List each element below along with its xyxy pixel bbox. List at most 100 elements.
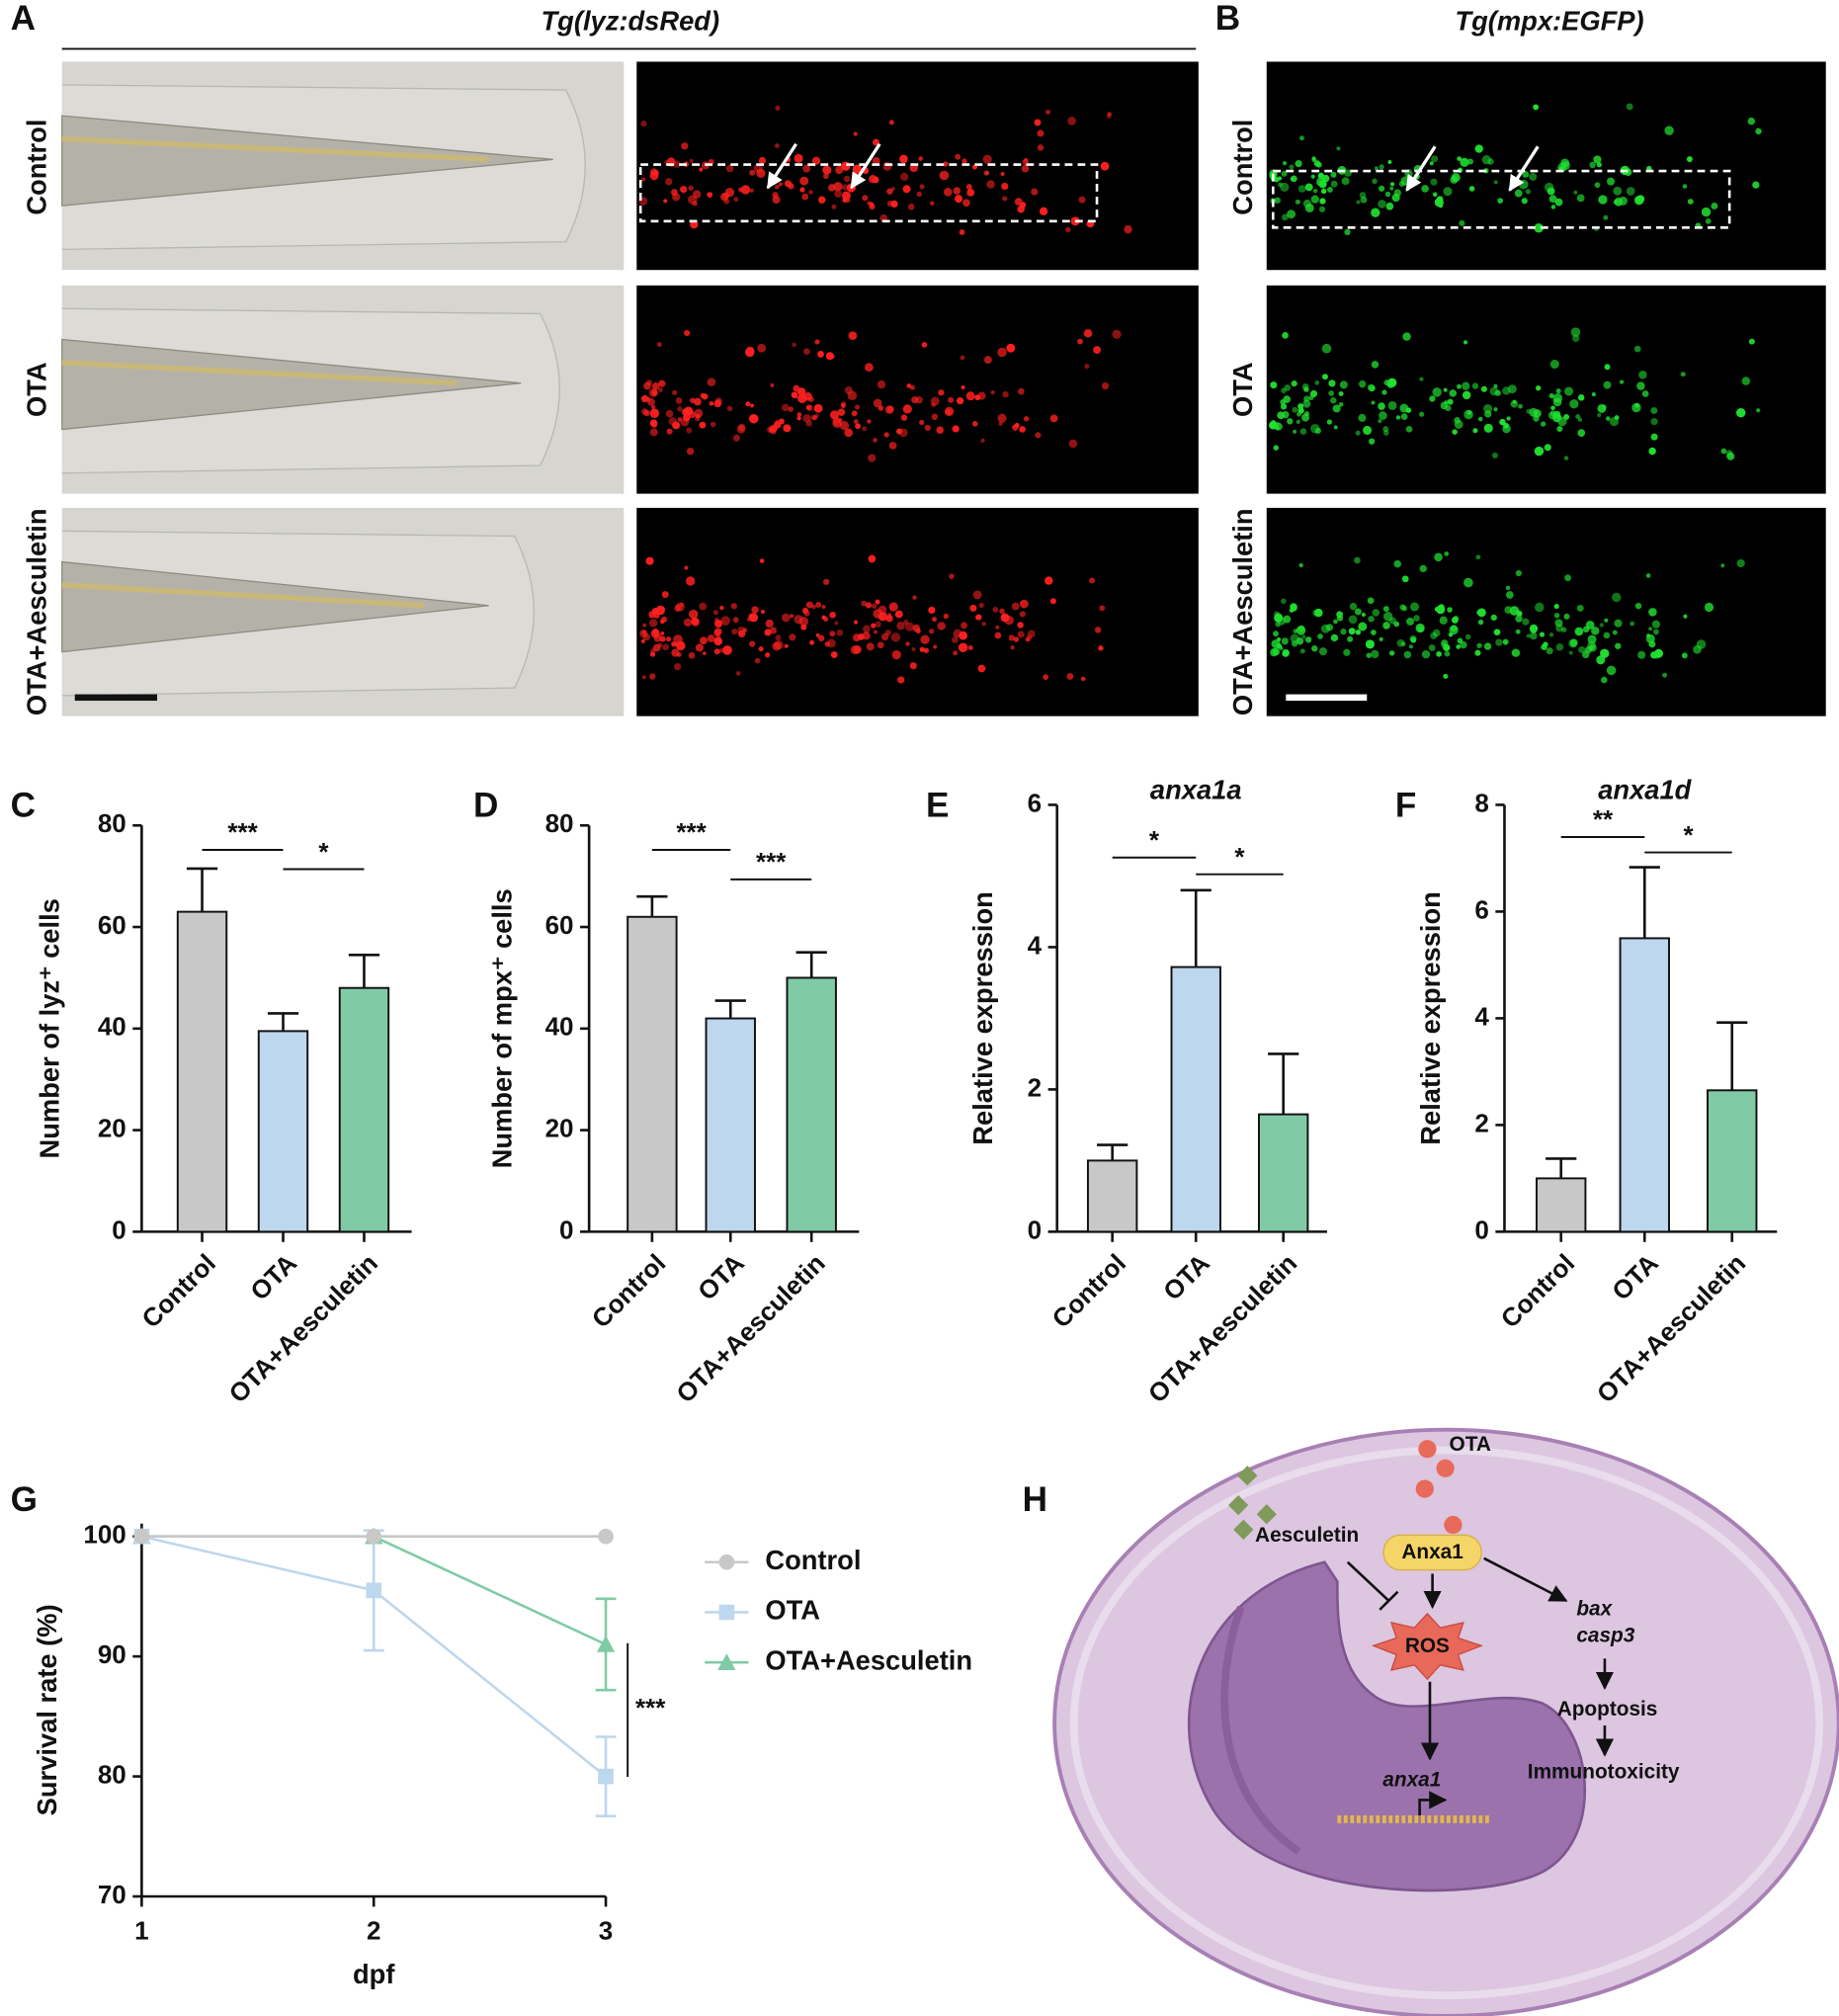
cell-dot	[1387, 400, 1397, 410]
cell-dot	[778, 418, 785, 425]
cell-dot	[1289, 164, 1295, 170]
y-tick-label: 2	[1474, 1108, 1488, 1137]
cell-dot	[1049, 598, 1056, 605]
cell-dot	[1477, 619, 1484, 626]
cell-dot	[1333, 425, 1338, 430]
cell-dot	[685, 576, 696, 586]
cell-dot	[1417, 627, 1424, 633]
cell-dot	[1493, 383, 1498, 388]
cell-dot	[1570, 327, 1581, 337]
cell-dot	[1098, 645, 1104, 651]
cell-dot	[1502, 424, 1511, 434]
cell-dot	[928, 606, 936, 615]
cell-dot	[759, 558, 765, 563]
cell-dot	[1348, 615, 1358, 625]
y-tick-label: 80	[545, 808, 574, 838]
cell-dot	[811, 604, 816, 610]
cell-dot	[723, 198, 730, 205]
cell-dot	[689, 158, 694, 163]
cell-dot	[722, 645, 732, 655]
cell-dot	[1011, 602, 1020, 611]
cell-dot	[1336, 615, 1344, 622]
cell-dot	[1356, 200, 1361, 205]
legend-label: OTA+Aesculetin	[765, 1644, 972, 1675]
diagram-label: anxa1	[1382, 1768, 1441, 1791]
aesculetin-molecule	[1228, 1494, 1249, 1516]
cell-dot	[877, 641, 884, 649]
cell-dot	[817, 351, 824, 358]
cell-dot	[1371, 400, 1376, 405]
cell-dot	[1274, 197, 1281, 204]
aesculetin-molecule	[1237, 1466, 1258, 1486]
cell-dot	[1636, 195, 1645, 204]
cell-dot	[1371, 630, 1377, 635]
cell-dot	[645, 556, 654, 565]
cell-dot	[823, 617, 829, 622]
cell-dot	[1687, 199, 1694, 205]
cell-dot	[1396, 638, 1405, 647]
cell-dot	[749, 640, 756, 647]
cell-dot	[1419, 411, 1425, 417]
cell-dot	[648, 387, 658, 397]
roi-box	[1271, 169, 1731, 229]
cell-dot	[990, 390, 995, 395]
cell-dot	[781, 403, 790, 412]
significance-label: *	[1149, 825, 1160, 855]
cell-dot	[1438, 604, 1445, 611]
cell-dot	[1430, 631, 1438, 639]
cell-dot	[775, 105, 781, 112]
bar	[786, 976, 837, 1233]
cell-dot	[933, 644, 938, 649]
cell-dot	[1506, 416, 1511, 421]
cell-dot	[699, 602, 708, 611]
cell-dot	[1358, 622, 1368, 631]
cell-dot	[1637, 650, 1646, 659]
cell-dot	[1390, 182, 1395, 187]
cell-dot	[666, 636, 672, 642]
cell-dot	[1305, 636, 1312, 643]
cell-dot	[748, 613, 756, 621]
cell-dot	[1341, 177, 1350, 186]
x-tick-label: 1	[134, 1915, 148, 1945]
cell-dot	[949, 573, 955, 579]
cell-dot	[828, 184, 836, 192]
cell-dot	[1326, 186, 1333, 193]
x-tick-label: OTA+Aesculetin	[670, 1248, 830, 1408]
cell-dot	[1112, 329, 1122, 339]
cell-dot	[796, 387, 806, 396]
cell-dot	[1502, 386, 1511, 395]
cell-dot	[1014, 198, 1023, 206]
cell-dot	[693, 190, 702, 199]
cell-dot	[754, 657, 761, 664]
cell-dot	[1302, 199, 1311, 208]
cell-dot	[1035, 432, 1042, 439]
mechanism-diagram: OTA Aesculetin Anxa1 ROS bax casp3 Apopt…	[1052, 1427, 1839, 2016]
cell-dot	[967, 644, 973, 651]
cell-dot	[1338, 402, 1344, 407]
cell-dot	[742, 628, 748, 632]
cell-dot	[1297, 185, 1306, 193]
y-tick-label: 4	[1474, 1001, 1489, 1031]
cell-dot	[868, 454, 877, 462]
cell-dot	[1544, 444, 1551, 452]
cell-dot	[1282, 161, 1288, 166]
cell-dot	[1001, 182, 1009, 191]
cell-dot	[1701, 207, 1712, 217]
cell-dot	[937, 622, 946, 630]
cell-dot	[1601, 676, 1608, 684]
cell-dot	[822, 578, 830, 585]
cell-dot	[768, 426, 776, 433]
cell-dot	[1395, 415, 1401, 420]
cell-dot	[1348, 628, 1356, 635]
cell-dot	[1419, 564, 1427, 573]
cell-dot	[1553, 613, 1560, 619]
cell-dot	[713, 628, 722, 636]
cell-dot	[1371, 649, 1379, 659]
cell-dot	[1100, 161, 1110, 171]
cell-dot	[1563, 613, 1570, 620]
cell-dot	[1387, 160, 1392, 164]
cell-dot	[840, 403, 846, 408]
cell-dot	[1027, 630, 1036, 638]
cell-dot	[1419, 377, 1424, 381]
microscopy-panels	[61, 61, 1826, 716]
